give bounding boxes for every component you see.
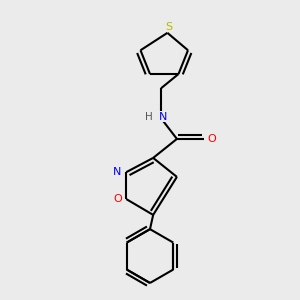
Text: N: N	[113, 167, 122, 177]
Text: O: O	[113, 194, 122, 204]
Text: S: S	[165, 22, 172, 32]
Text: N: N	[158, 112, 167, 122]
Text: O: O	[207, 134, 216, 144]
Text: H: H	[145, 112, 153, 122]
